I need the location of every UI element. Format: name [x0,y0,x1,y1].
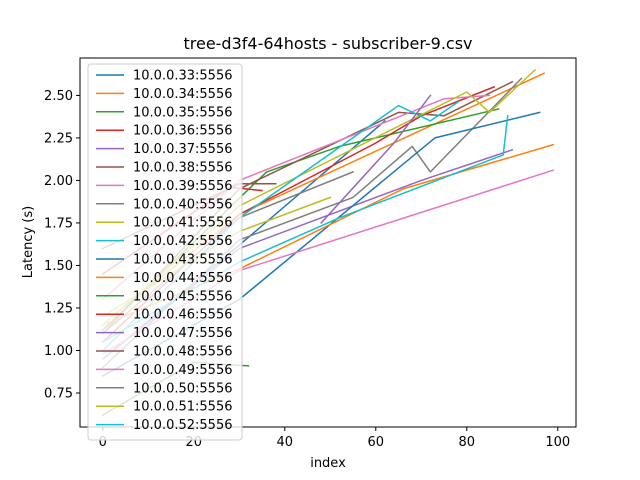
legend-label-2: 10.0.0.35:5556 [133,105,233,120]
legend-label-15: 10.0.0.48:5556 [133,345,233,360]
legend-label-18: 10.0.0.51:5556 [133,400,233,415]
x-tick-label-5: 100 [545,435,570,450]
legend-label-4: 10.0.0.37:5556 [133,142,233,157]
y-tick-label-7: 2.50 [44,89,73,104]
y-tick-label-2: 1.25 [44,301,73,316]
legend-label-8: 10.0.0.41:5556 [133,216,233,231]
x-axis-label: index [310,456,346,471]
legend-label-0: 10.0.0.33:5556 [133,69,233,84]
plot-frame [79,57,577,428]
y-tick-label-3: 1.50 [44,259,73,274]
y-tick-label-5: 2.00 [44,174,73,189]
y-tick-label-6: 2.25 [44,131,73,146]
legend-label-13: 10.0.0.46:5556 [133,308,233,323]
series-line-14 [320,94,432,224]
legend: 10.0.0.33:5556 10.0.0.34:5556 10.0.0.35:55… [87,63,243,441]
legend-label-16: 10.0.0.49:5556 [133,363,233,378]
legend-label-6: 10.0.0.39:5556 [133,179,233,194]
x-tick-label-4: 80 [459,435,476,450]
chart-title: tree-d3f4-64hosts - subscriber-9.csv [183,34,472,53]
legend-label-7: 10.0.0.40:5556 [133,197,233,212]
legend-label-17: 10.0.0.50:5556 [133,381,233,396]
legend-label-1: 10.0.0.34:5556 [133,87,233,102]
x-tick-label-3: 60 [368,435,385,450]
y-axis-ticks: 0.75 1.00 1.25 1.50 1.75 2.00 2.25 2.50 [44,89,80,401]
legend-label-10: 10.0.0.43:5556 [133,253,233,268]
y-tick-label-4: 1.75 [44,216,73,231]
legend-label-19: 10.0.0.52:5556 [133,418,233,433]
legend-label-3: 10.0.0.36:5556 [133,124,233,139]
y-axis-label: Latency (s) [21,206,36,278]
legend-box [87,63,243,441]
y-tick-label-1: 1.00 [44,344,73,359]
legend-label-9: 10.0.0.42:5556 [133,234,233,249]
y-tick-label-0: 0.75 [44,386,73,401]
x-tick-label-0: 0 [99,435,107,450]
legend-label-11: 10.0.0.44:5556 [133,271,233,286]
legend-label-5: 10.0.0.38:5556 [133,161,233,176]
x-tick-label-2: 40 [276,435,293,450]
legend-label-14: 10.0.0.47:5556 [133,326,233,341]
legend-label-12: 10.0.0.45:5556 [133,289,233,304]
